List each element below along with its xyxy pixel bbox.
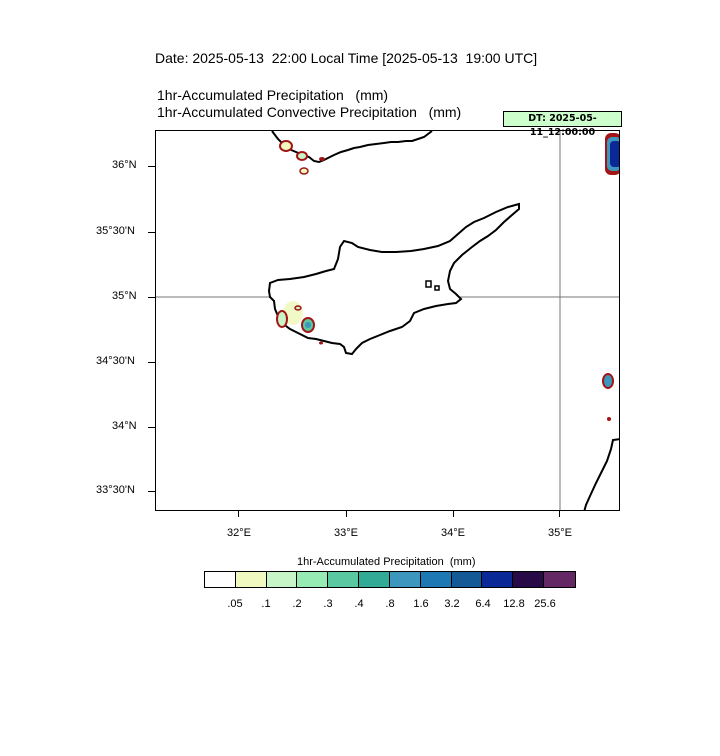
lon-tick <box>346 511 347 517</box>
colorbar-label: 12.8 <box>503 598 525 610</box>
lat-tick <box>148 362 155 363</box>
convective-precip-variable-title: 1hr-Accumulated Convective Precipitation… <box>157 104 462 120</box>
colorbar-label: 3.2 <box>444 598 460 610</box>
date-title: Date: 2025-05-13 22:00 Local Time [2025-… <box>155 50 538 66</box>
colorbar-label: .1 <box>261 598 271 610</box>
colorbar-swatch <box>205 572 236 587</box>
colorbar-label: 6.4 <box>475 598 491 610</box>
lon-label-34e: 34°E <box>441 527 465 539</box>
colorbar-swatch <box>513 572 545 587</box>
map-panel <box>155 130 620 511</box>
lat-tick <box>148 166 155 167</box>
colorbar-label: 1.6 <box>413 598 429 610</box>
lat-label-33-30n: 33°30'N <box>96 484 135 496</box>
colorbar-label: 25.6 <box>534 598 556 610</box>
lon-label-32e: 32°E <box>227 527 251 539</box>
precip-patch-east <box>602 373 614 421</box>
turkey-coastline <box>271 131 433 164</box>
lon-label-35e: 35°E <box>548 527 572 539</box>
colorbar <box>204 571 576 588</box>
lon-label-33e: 33°E <box>334 527 358 539</box>
lat-label-35n: 35°N <box>112 290 137 302</box>
lat-tick <box>148 297 155 298</box>
colorbar-label: .3 <box>323 598 333 610</box>
lon-tick <box>559 511 560 517</box>
precip-patch-west-cyprus <box>276 301 323 345</box>
lon-tick <box>238 511 239 517</box>
colorbar-swatch <box>451 572 483 587</box>
precip-patch-northeast <box>605 133 619 175</box>
levant-coastline <box>583 438 619 510</box>
inland-lake-1 <box>425 280 432 288</box>
cyprus-coastline <box>267 202 520 356</box>
colorbar-label: .8 <box>385 598 395 610</box>
lat-label-34n: 34°N <box>112 420 137 432</box>
colorbar-swatch <box>328 572 360 587</box>
colorbar-swatch <box>389 572 421 587</box>
inland-lake-2 <box>434 285 440 291</box>
lat-tick <box>148 491 155 492</box>
lat-label-35-30n: 35°30'N <box>96 225 135 237</box>
colorbar-label: .2 <box>292 598 302 610</box>
precip-patch-south-turkey <box>279 140 325 175</box>
lat-tick <box>148 232 155 233</box>
precip-variable-title: 1hr-Accumulated Precipitation (mm) <box>157 87 389 103</box>
lat-label-36n: 36°N <box>112 159 137 171</box>
colorbar-swatch <box>544 572 575 587</box>
colorbar-swatch <box>297 572 329 587</box>
init-time-badge: DT: 2025-05-11_12:00:00 <box>503 111 622 138</box>
colorbar-title: 1hr-Accumulated Precipitation (mm) <box>297 556 476 568</box>
lon-tick <box>453 511 454 517</box>
colorbar-swatch <box>420 572 452 587</box>
lat-label-34-30n: 34°30'N <box>96 355 135 367</box>
colorbar-label: .05 <box>227 598 243 610</box>
colorbar-swatch <box>266 572 298 587</box>
map-canvas <box>156 131 619 510</box>
colorbar-swatch <box>235 572 267 587</box>
colorbar-swatch <box>482 572 514 587</box>
colorbar-swatch <box>359 572 390 587</box>
colorbar-label: .4 <box>354 598 364 610</box>
lat-tick <box>148 427 155 428</box>
